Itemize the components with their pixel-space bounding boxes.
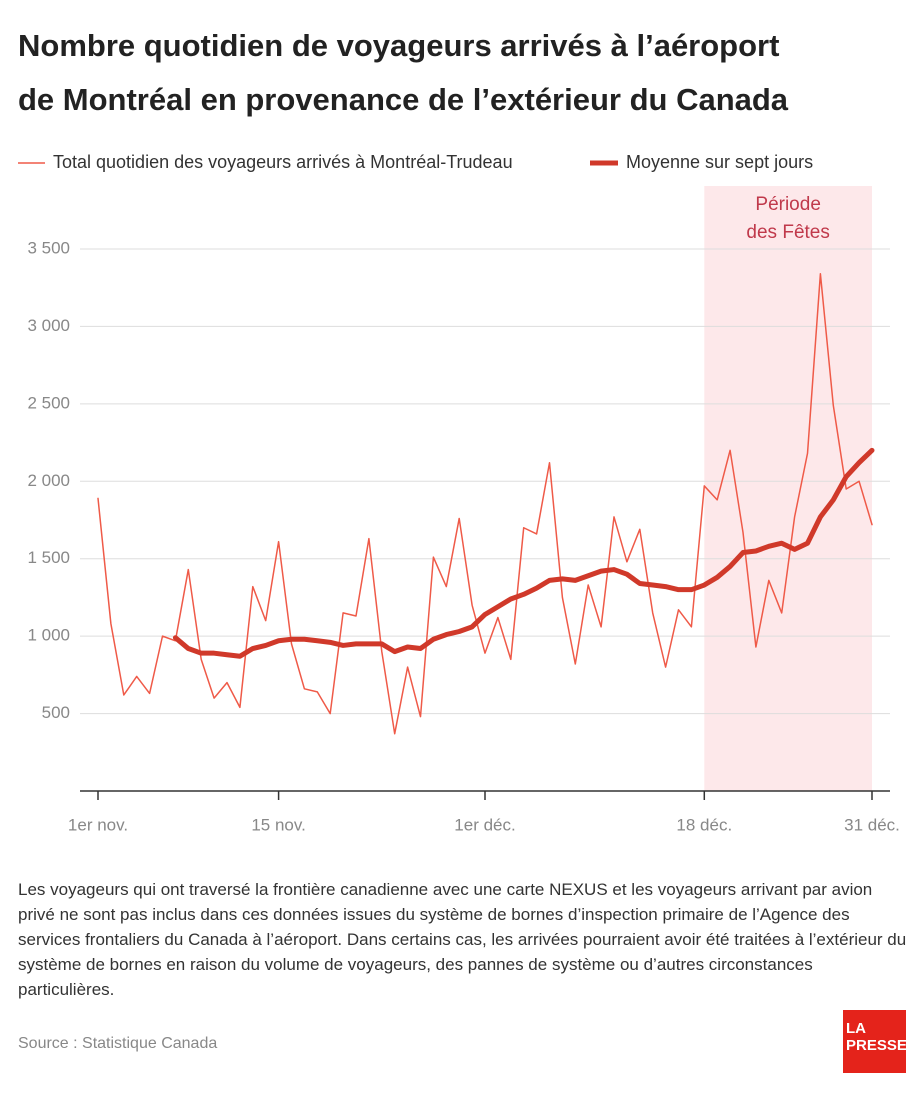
logo: LA PRESSE xyxy=(843,1010,907,1073)
legend-label: Total quotidien des voyageurs arrivés à … xyxy=(53,152,513,172)
logo-line: PRESSE xyxy=(846,1037,907,1054)
y-tick-label: 2 500 xyxy=(27,393,70,412)
y-tick-label: 3 000 xyxy=(27,316,70,335)
x-tick-label: 31 déc. xyxy=(844,815,900,834)
source: Source : Statistique Canada xyxy=(18,1035,218,1052)
x-tick-label: 1er nov. xyxy=(68,815,128,834)
series-line xyxy=(97,273,873,735)
x-tick-label: 15 nov. xyxy=(251,815,306,834)
chart-title: de Montréal en provenance de l’extérieur… xyxy=(18,82,789,117)
y-tick-label: 1 000 xyxy=(27,626,70,645)
highlight-band xyxy=(704,186,872,791)
logo-line: LA xyxy=(846,1020,866,1037)
series-line xyxy=(172,447,875,659)
y-tick-label: 1 500 xyxy=(27,548,70,567)
x-tick-label: 18 déc. xyxy=(676,815,732,834)
chart-title: Nombre quotidien de voyageurs arrivés à … xyxy=(18,28,779,63)
x-tick-label: 1er déc. xyxy=(454,815,515,834)
y-tick-label: 2 000 xyxy=(27,471,70,490)
footnote: Les voyageurs qui ont traversé la fronti… xyxy=(18,880,907,999)
legend-label: Moyenne sur sept jours xyxy=(626,152,813,172)
highlight-label: des Fêtes xyxy=(746,222,829,243)
chart: Nombre quotidien de voyageurs arrivés à … xyxy=(18,28,900,834)
y-tick-label: 500 xyxy=(42,703,70,722)
highlight-label: Période xyxy=(755,194,821,215)
y-tick-label: 3 500 xyxy=(27,238,70,257)
